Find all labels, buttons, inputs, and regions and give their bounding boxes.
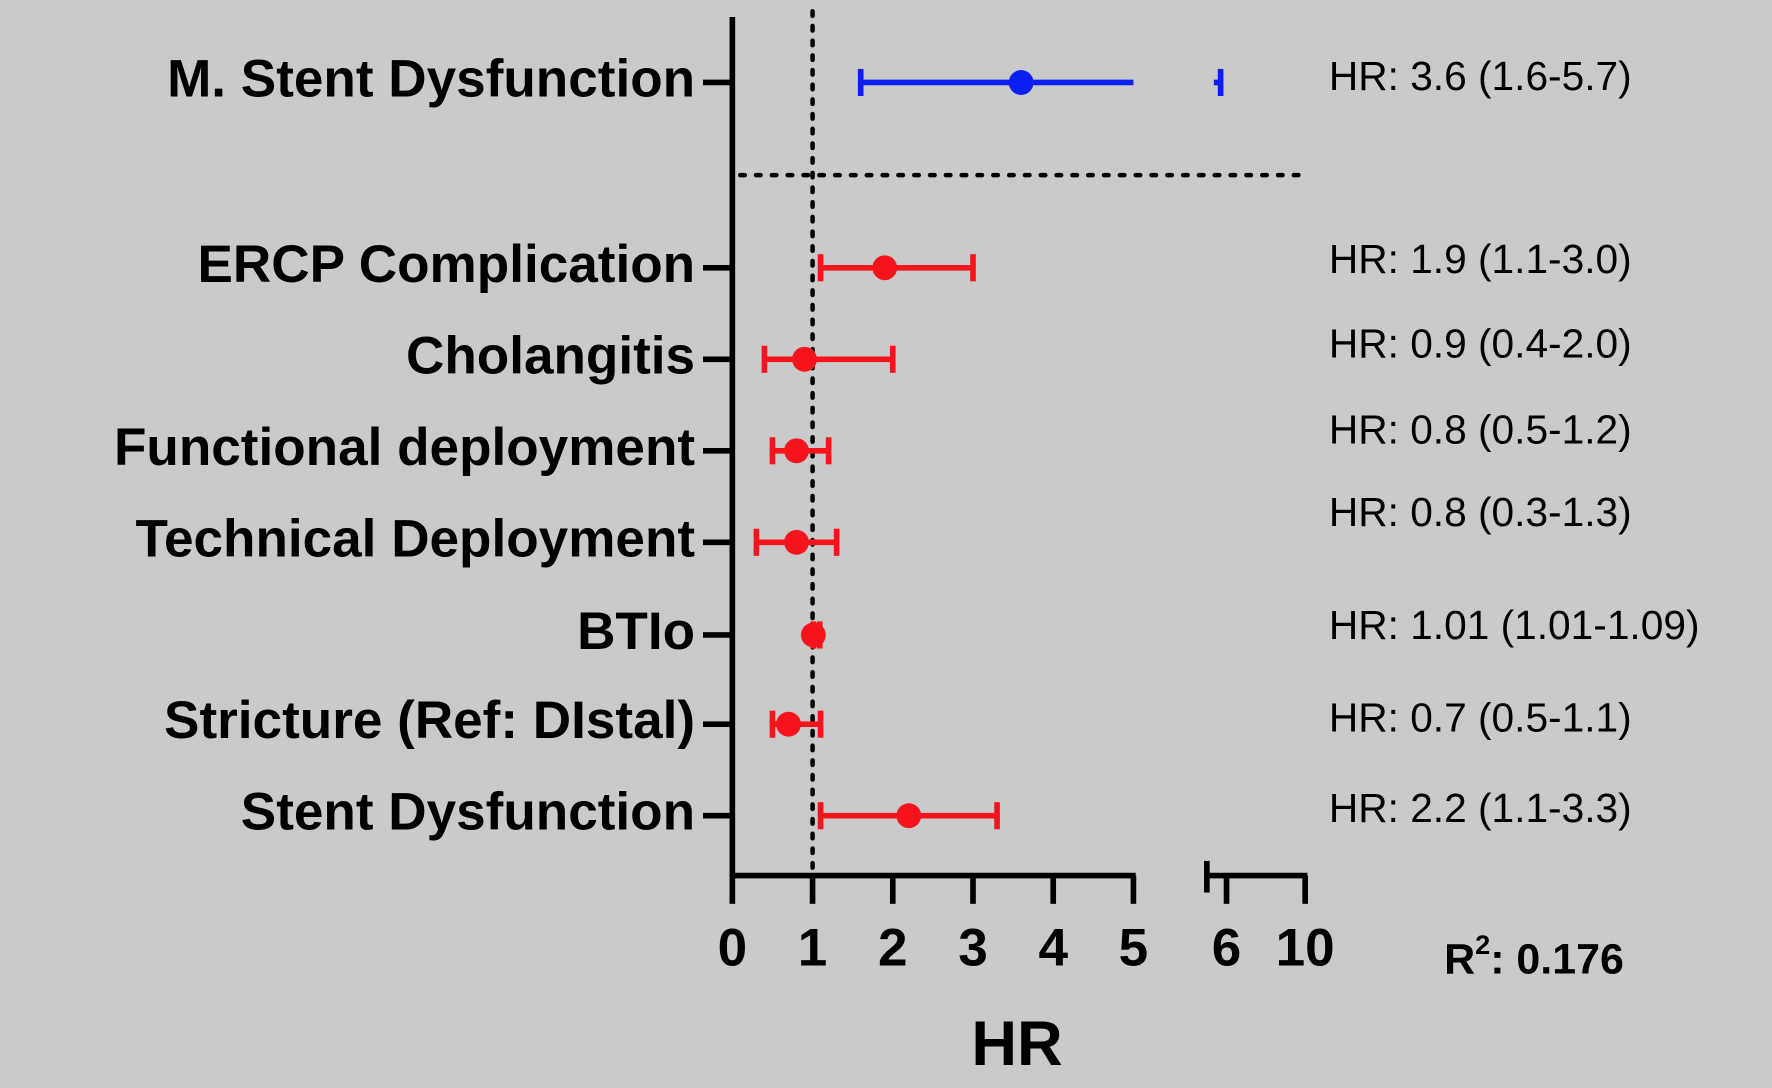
annotation-sup: 2	[1475, 929, 1490, 960]
x-tick-label: 0	[718, 918, 748, 977]
value-label: HR: 2.2 (1.1-3.3)	[1329, 785, 1632, 831]
value-label: HR: 0.8 (0.3-1.3)	[1329, 489, 1632, 535]
value-label: HR: 3.6 (1.6-5.7)	[1329, 53, 1632, 99]
annotation-base: R	[1444, 936, 1475, 984]
row-label: BTIo	[577, 602, 695, 661]
annotation-rest: : 0.176	[1490, 936, 1624, 984]
x-tick-label: 1	[798, 918, 828, 977]
x-tick-label: 3	[958, 918, 988, 977]
annotation: R2: 0.176	[1444, 929, 1624, 984]
row-label: Technical Deployment	[135, 509, 695, 568]
x-tick-label: 5	[1119, 918, 1149, 977]
x-tick-label: 6	[1212, 918, 1242, 977]
point-estimate	[784, 438, 809, 464]
x-tick-label: 4	[1038, 918, 1068, 977]
x-tick-label: 10	[1276, 918, 1335, 977]
value-label: HR: 0.7 (0.5-1.1)	[1329, 695, 1632, 741]
point-estimate	[792, 346, 817, 372]
value-label: HR: 1.9 (1.1-3.0)	[1329, 236, 1632, 282]
row-label: Stent Dysfunction	[241, 783, 695, 842]
point-estimate	[776, 711, 801, 737]
point-estimate	[872, 255, 898, 281]
value-label: HR: 1.01 (1.01-1.09)	[1329, 602, 1700, 648]
row-label: Cholangitis	[406, 326, 695, 385]
row-label: M. Stent Dysfunction	[167, 50, 695, 109]
point-estimate	[784, 529, 809, 555]
point-estimate	[1008, 70, 1034, 95]
row-label: Stricture (Ref: DIstal)	[164, 691, 695, 750]
value-label: HR: 0.9 (0.4-2.0)	[1329, 321, 1632, 367]
point-estimate	[896, 803, 922, 829]
row-label: Functional deployment	[114, 418, 695, 477]
point-estimate	[800, 622, 826, 648]
x-axis-title: HR	[971, 1009, 1062, 1079]
value-label: HR: 0.8 (0.5-1.2)	[1329, 406, 1632, 452]
x-tick-label: 2	[878, 918, 908, 977]
row-label: ERCP Complication	[197, 235, 695, 294]
